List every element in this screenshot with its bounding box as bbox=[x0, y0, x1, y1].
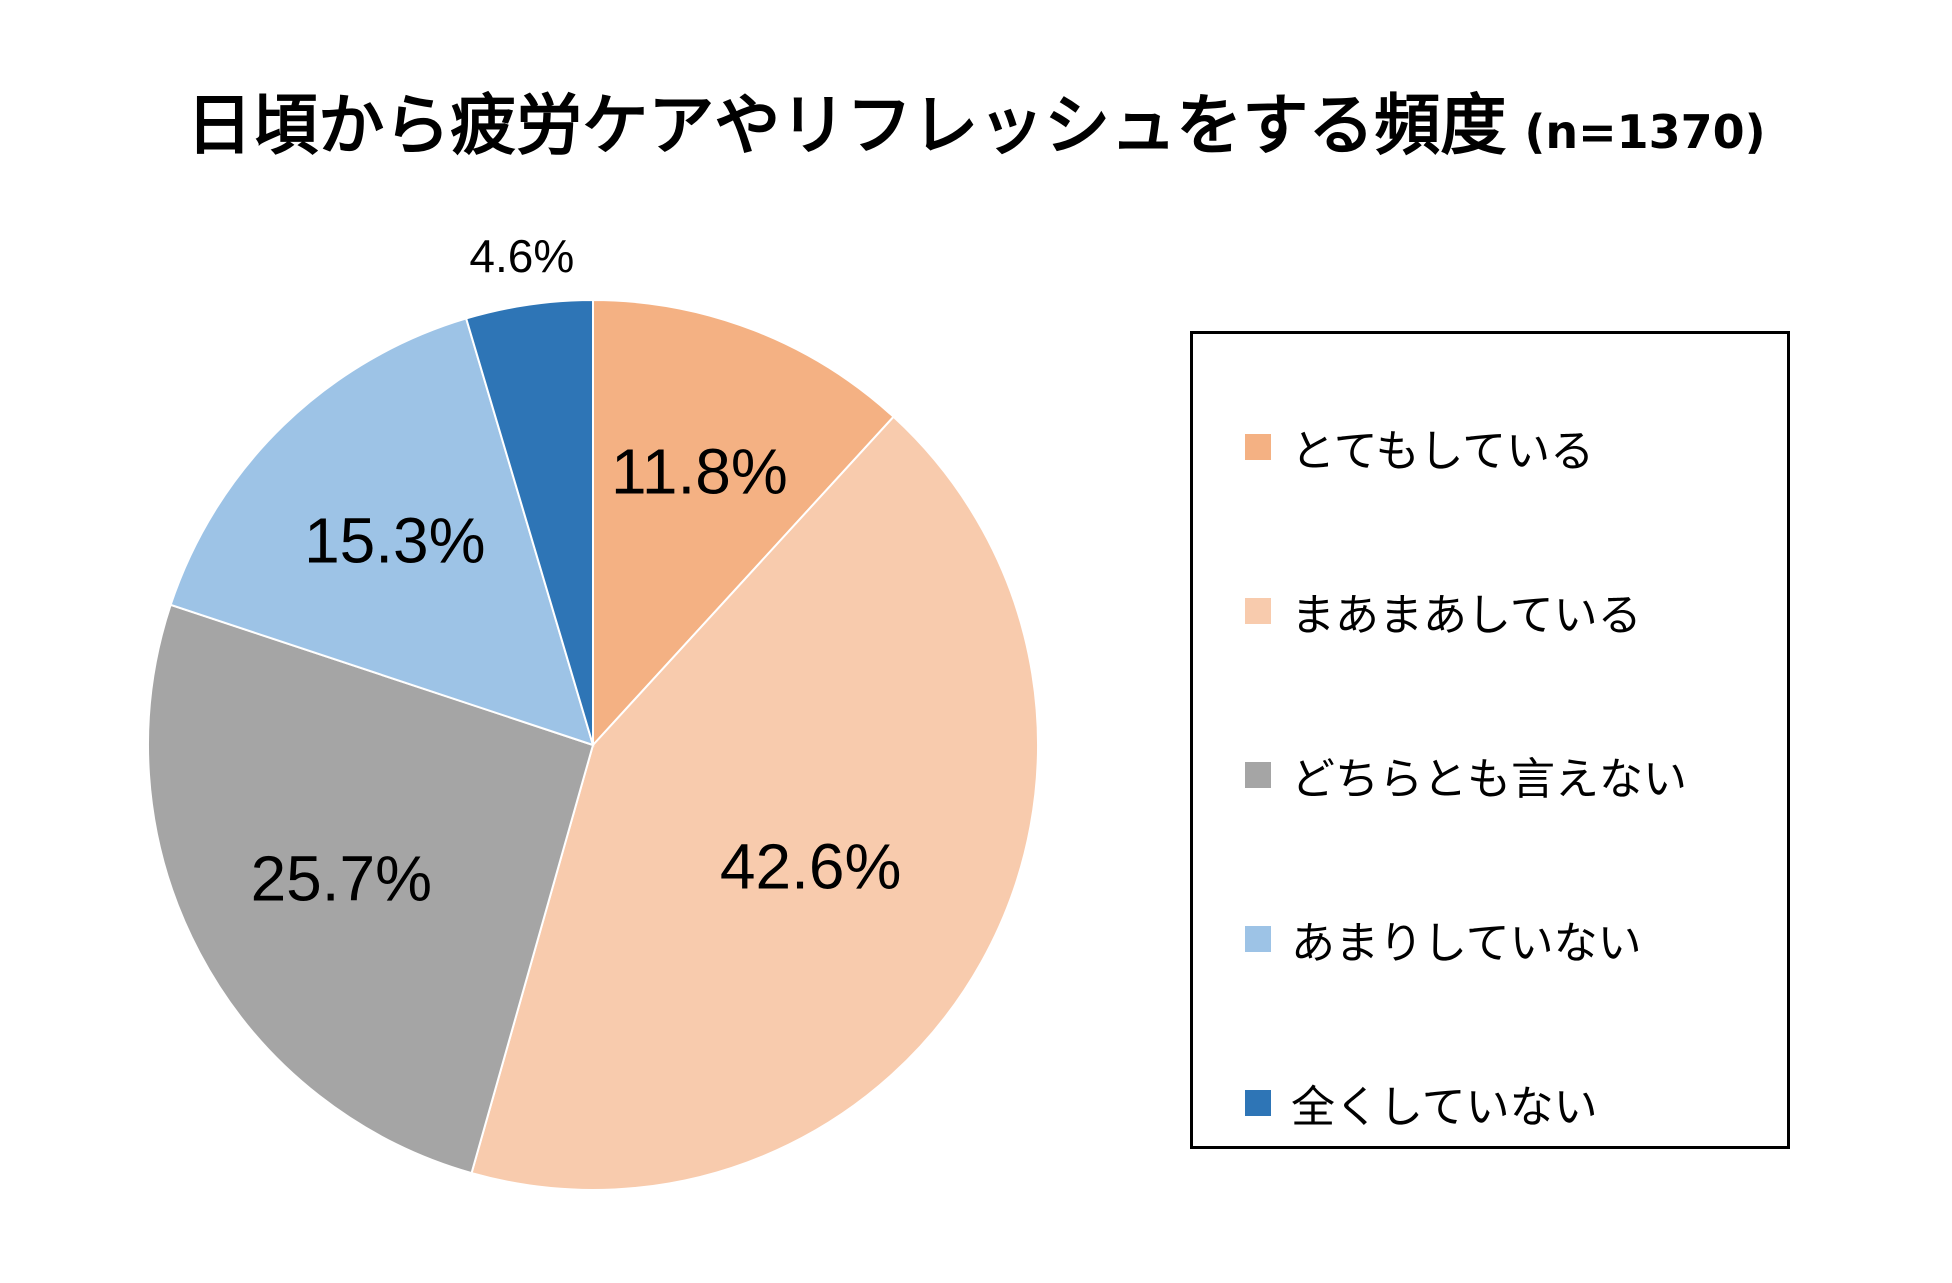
chart-title-sample-size: (n=1370) bbox=[1524, 105, 1766, 159]
pie-slice-label-4: 4.6% bbox=[469, 230, 574, 282]
legend-swatch-4 bbox=[1245, 1090, 1271, 1116]
legend-swatch-3 bbox=[1245, 926, 1271, 952]
pie-slice-2 bbox=[147, 603, 595, 1175]
pie-slices bbox=[147, 298, 1039, 1191]
pie-slice-label-2: 25.7% bbox=[251, 842, 432, 914]
legend-label-1: まあまあしている bbox=[1291, 590, 1642, 641]
legend-item-3: あまりしていない bbox=[1245, 909, 1642, 969]
pie-slice-label-1: 42.6% bbox=[720, 830, 901, 902]
pie-slice-label-0: 11.8% bbox=[611, 435, 788, 507]
legend-item-0: とてもしている bbox=[1245, 417, 1594, 477]
legend-label-0: とてもしている bbox=[1291, 426, 1595, 477]
legend: とてもしている まあまあしている どちらとも言えない あまりしていない 全くして… bbox=[1190, 331, 1790, 1149]
pie-slice-labels: 11.8% 42.6% 25.7% 15.3% 4.6% bbox=[251, 230, 902, 914]
pie-slice-3 bbox=[169, 317, 595, 747]
chart-title-main: 日頃から疲労ケアやリフレッシュをする頻度 bbox=[186, 87, 1507, 164]
legend-item-2: どちらとも言えない bbox=[1245, 745, 1687, 805]
pie-slice-0 bbox=[592, 298, 895, 748]
pie-slice-label-3: 15.3% bbox=[304, 504, 485, 576]
legend-item-1: まあまあしている bbox=[1245, 581, 1642, 641]
legend-label-3: あまりしていない bbox=[1291, 918, 1642, 969]
pie-slice-1 bbox=[470, 415, 1039, 1191]
legend-label-4: 全くしていない bbox=[1291, 1082, 1598, 1133]
legend-swatch-2 bbox=[1245, 762, 1271, 788]
legend-swatch-0 bbox=[1245, 434, 1271, 460]
chart-title: 日頃から疲労ケアやリフレッシュをする頻度 (n=1370) bbox=[0, 72, 1952, 168]
legend-item-4: 全くしていない bbox=[1245, 1073, 1598, 1133]
pie-slice-4 bbox=[464, 298, 594, 746]
legend-label-2: どちらとも言えない bbox=[1291, 754, 1687, 805]
legend-swatch-1 bbox=[1245, 598, 1271, 624]
